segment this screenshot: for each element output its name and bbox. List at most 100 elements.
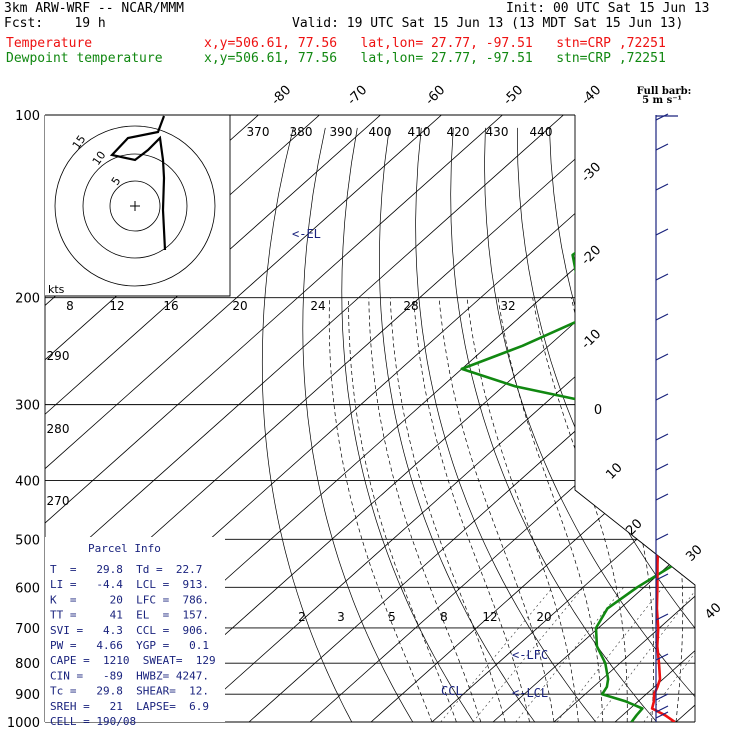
- dry-adiabat: [484, 127, 695, 722]
- dry-adiabat: [261, 127, 360, 722]
- pressure-label: 1000: [7, 716, 40, 731]
- moist-adiabat: [662, 297, 695, 722]
- isotherm-tick-label: 0: [594, 403, 602, 418]
- dry-adiabats: [261, 127, 695, 722]
- dry-adiabat: [677, 127, 695, 722]
- moist-adiabat: [389, 297, 506, 722]
- dry-adiabat: [302, 127, 421, 722]
- dry-adiabat: [581, 127, 695, 722]
- isotherm-line: [675, 115, 695, 722]
- theta-label: 380: [290, 125, 313, 139]
- wind-barbs: Full barb:5 m s⁻¹: [637, 86, 692, 722]
- hodograph-units: kts: [48, 283, 65, 296]
- model-title: 3km ARW-WRF -- NCAR/MMM: [4, 1, 185, 16]
- dry-adiabat: [517, 127, 695, 722]
- dry-adiabat: [613, 127, 695, 722]
- parcel-info-row: CAPE = 1210 SWEAT= 129: [50, 654, 216, 667]
- hodograph-ring: [82, 153, 188, 259]
- isotherm-tick-label: 30: [683, 542, 705, 564]
- wind-barb: [655, 493, 669, 501]
- isotherm-line: [431, 115, 695, 722]
- isotherm-tick-label: -20: [579, 243, 605, 269]
- wind-barb: [655, 183, 669, 191]
- parcel-info-row: CIN = -89 HWBZ= 4247.: [50, 669, 209, 682]
- parcel-info-row: LI = -4.4 LCL = 913.: [50, 578, 209, 591]
- mixing-ratio-label: 12: [482, 610, 497, 624]
- isotherm-tick-label: -10: [579, 327, 605, 353]
- hodograph-scale-label: 16: [163, 299, 178, 313]
- level-markers: <-EL <-LFC <-LCL CCL: [292, 227, 548, 700]
- init-time: Init: 00 UTC Sat 15 Jun 13: [506, 1, 710, 16]
- isotherm-line: [45, 115, 442, 722]
- isotherm-tick-label: 10: [603, 460, 625, 482]
- mixing-ratio-line: [556, 587, 663, 722]
- hodograph-scale-label: 12: [109, 299, 124, 313]
- isotherm-tick-label: -40: [579, 83, 605, 109]
- hodograph-scale-label: 24: [310, 299, 325, 313]
- pressure-label: 800: [15, 657, 40, 672]
- hodograph-trace: [109, 115, 167, 251]
- barb-legend-title: Full barb:: [637, 86, 692, 97]
- dry-adiabat: [379, 127, 545, 722]
- wind-barb: [655, 393, 669, 401]
- isotherm-tick-label: -50: [501, 83, 527, 109]
- wind-barb: [655, 313, 669, 321]
- temperature-location: x,y=506.61, 77.56 lat,lon= 27.77, -97.51…: [204, 36, 666, 51]
- wind-barb: [655, 433, 669, 441]
- theta-label: 290: [47, 349, 70, 363]
- dewpoint-location: x,y=506.61, 77.56 lat,lon= 27.77, -97.51…: [204, 51, 666, 66]
- dry-adiabat: [549, 127, 695, 722]
- hodograph-scale-label: 32: [500, 299, 515, 313]
- wind-barb: [655, 653, 669, 661]
- isotherm-line: [370, 115, 695, 722]
- parcel-info-row: K = 20 LFC = 786.: [50, 593, 209, 606]
- level-marker: CCL: [441, 684, 463, 698]
- theta-label: 400: [369, 125, 392, 139]
- parcel-info-title: Parcel Info: [88, 542, 161, 555]
- hodograph-scale-label: 28: [403, 299, 418, 313]
- temperature-legend: Temperature: [6, 36, 93, 51]
- theta-label: 440: [530, 125, 553, 139]
- hodograph-ring: [54, 125, 216, 287]
- isotherm-line: [248, 115, 695, 722]
- moist-adiabat: [438, 297, 555, 722]
- isotherm-line: [187, 115, 695, 722]
- pressure-label: 700: [15, 622, 40, 637]
- wind-barb: [655, 143, 669, 151]
- parcel-info-row: PW = 4.66 YGP = 0.1: [50, 639, 209, 652]
- level-marker: <-EL: [292, 227, 321, 241]
- wind-barb: [655, 533, 669, 541]
- mixing-ratio-label: 3: [337, 610, 345, 624]
- isotherm-tick-label: -60: [423, 83, 449, 109]
- parcel-info-box: Parcel Info T = 29.8 Td = 22.7 LI = -4.4 L…: [45, 537, 225, 728]
- forecast-hour: Fcst: 19 h: [4, 16, 106, 31]
- barb-legend-units: 5 m s⁻¹: [642, 95, 682, 106]
- wind-barb: [655, 113, 669, 121]
- isotherm-line: [309, 115, 695, 722]
- theta-label: 280: [47, 422, 70, 436]
- hodograph-ring: [109, 180, 161, 232]
- theta-label: 390: [330, 125, 353, 139]
- pressure-label: 500: [15, 533, 40, 548]
- dry-adiabat: [450, 127, 669, 722]
- wind-barb: [655, 228, 669, 236]
- theta-label: 270: [47, 494, 70, 508]
- dry-adiabat: [415, 127, 607, 722]
- isotherm-line: [45, 115, 503, 722]
- level-marker: <-LCL: [512, 686, 548, 700]
- pressure-label: 600: [15, 581, 40, 596]
- parcel-info-row: TT = 41 EL = 157.: [50, 609, 209, 622]
- dry-adiabat: [645, 127, 695, 722]
- moist-adiabat: [466, 297, 579, 722]
- isotherm-tick-label: 20: [623, 516, 645, 538]
- pressure-label: 900: [15, 688, 40, 703]
- isotherm-line: [614, 115, 695, 722]
- wind-barb: [655, 463, 669, 471]
- valid-time: Valid: 19 UTC Sat 15 Jun 13 (13 MDT Sat …: [292, 16, 684, 31]
- parcel-info-row: SVI = 4.3 CCL = 906.: [50, 624, 209, 637]
- wind-barb: [655, 613, 669, 621]
- hodograph-scale-label: 20: [232, 299, 247, 313]
- mixing-ratio-label: 2: [298, 610, 306, 624]
